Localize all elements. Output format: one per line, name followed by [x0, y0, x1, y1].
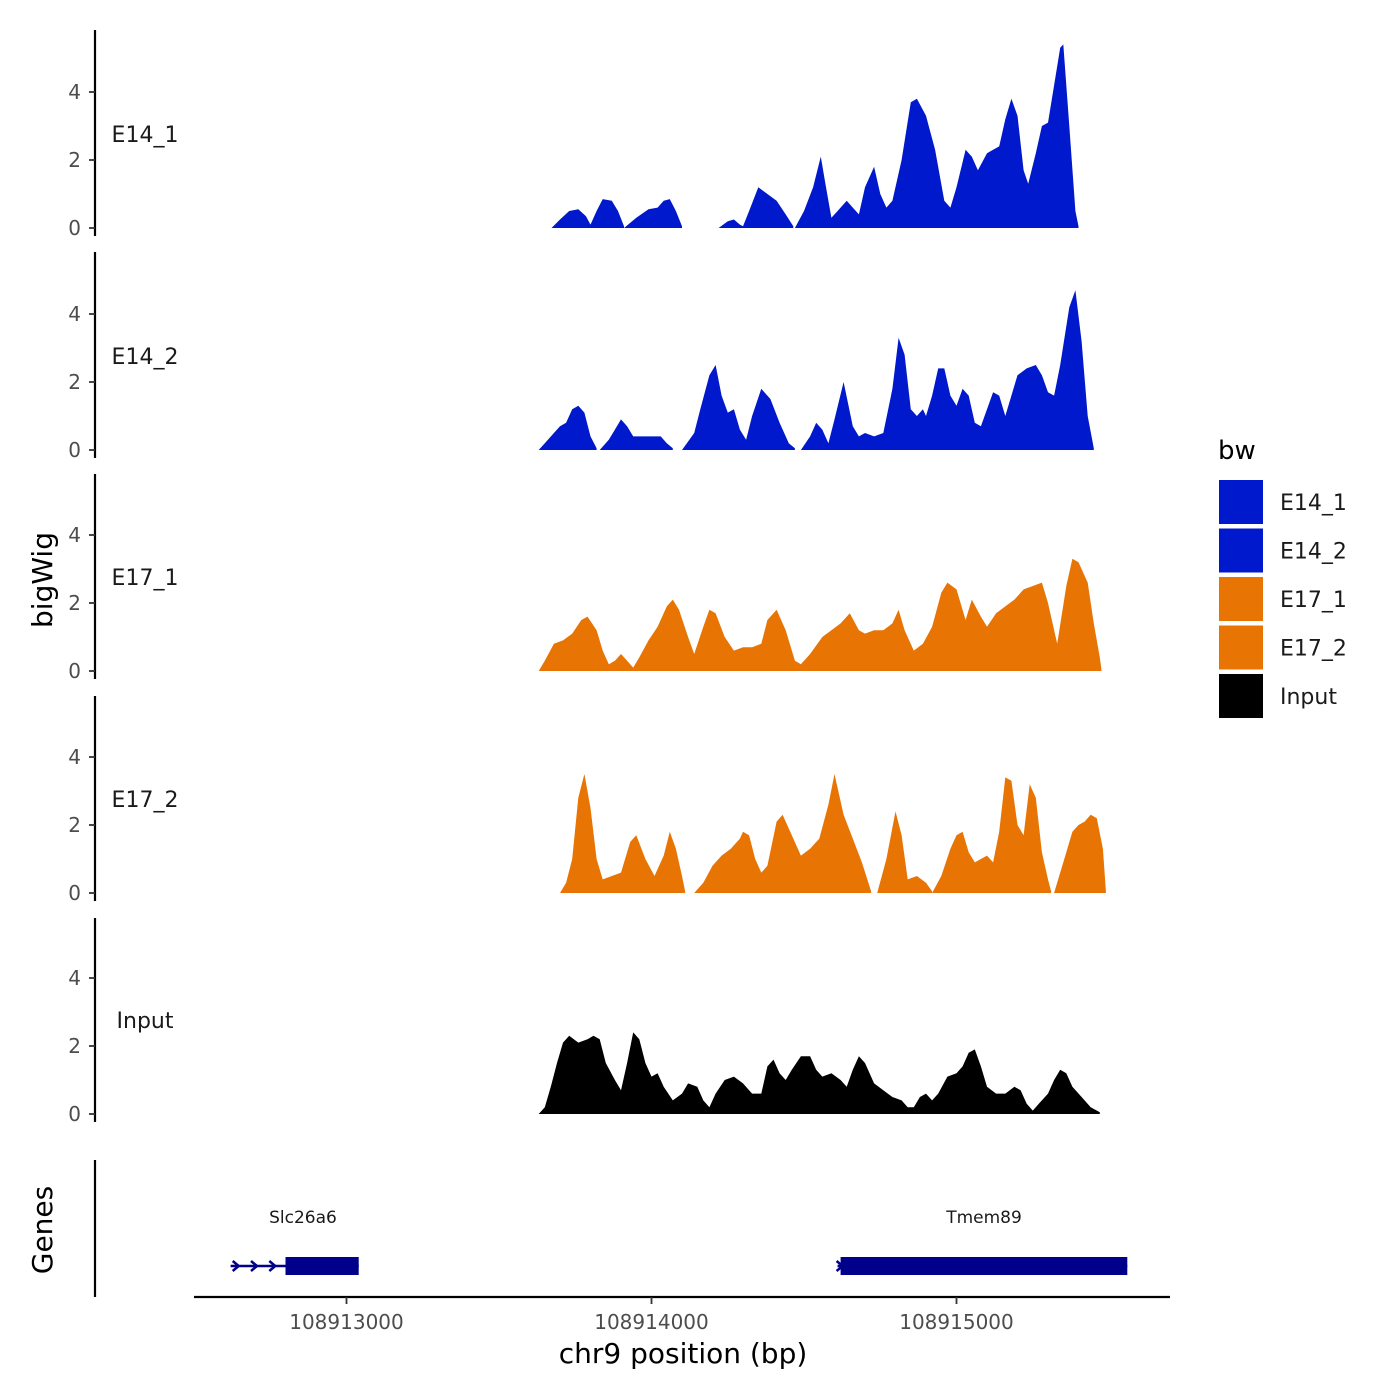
strand-arrow-icon — [250, 1260, 259, 1272]
coverage-area — [718, 187, 794, 228]
y-axis-title: bigWig — [26, 532, 59, 628]
y-tick-label: 2 — [68, 1034, 81, 1058]
track-label: Input — [117, 1009, 174, 1034]
genes-axis-title: Genes — [26, 1186, 59, 1274]
track-e17-1: 0 2 4 E17_1 — [68, 474, 1102, 683]
legend: bw E14_1 E14_2 E17_1 E17_2 Input — [1218, 436, 1347, 718]
x-axis-title: chr9 position (bp) — [559, 1337, 808, 1370]
legend-swatch — [1219, 577, 1263, 621]
track-label: E17_1 — [112, 566, 179, 591]
y-tick-label: 4 — [68, 80, 81, 104]
gene-tmem89: Tmem89 — [835, 1208, 1128, 1275]
coverage-area — [694, 774, 872, 893]
coverage-area — [538, 1032, 1100, 1114]
genes-group: Slc26a6 Tmem89 — [93, 1160, 1128, 1297]
legend-label: E14_1 — [1280, 491, 1347, 516]
track-input: 0 2 4 Input — [68, 918, 1100, 1126]
y-tick-label: 2 — [68, 370, 81, 394]
y-tick-label: 0 — [68, 216, 81, 240]
coverage-area — [877, 811, 933, 893]
coverage-area — [538, 558, 1102, 671]
legend-item: E17_1 — [1219, 577, 1347, 621]
tracks-group: 0 2 4 E14_1 0 2 4 E14_2 0 2 4 E17_1 0 2 4 E17_2 0 2 4 Input — [68, 30, 1106, 1126]
coverage-area — [624, 199, 682, 228]
legend-swatch — [1219, 674, 1263, 718]
legend-title: bw — [1218, 436, 1256, 466]
legend-item: E17_2 — [1219, 625, 1347, 670]
legend-swatch — [1219, 625, 1263, 670]
coverage-area — [551, 199, 624, 228]
legend-label: Input — [1280, 685, 1337, 710]
legend-label: E14_2 — [1280, 540, 1347, 565]
legend-item: E14_1 — [1219, 480, 1347, 524]
x-axis: 108913000 108914000 108915000 — [194, 1295, 1170, 1334]
y-tick-label: 2 — [68, 813, 81, 837]
gene-label: Tmem89 — [945, 1208, 1022, 1228]
legend-swatch — [1219, 528, 1263, 573]
legend-swatch — [1219, 480, 1263, 524]
y-tick-label: 4 — [68, 966, 81, 990]
track-e14-2: 0 2 4 E14_2 — [68, 252, 1094, 462]
coverage-area — [599, 419, 673, 450]
y-tick-label: 0 — [68, 1102, 81, 1126]
y-tick-label: 4 — [68, 745, 81, 769]
strand-arrow-icon — [835, 1260, 845, 1272]
coverage-area — [560, 774, 686, 893]
coverage-area — [794, 44, 1079, 229]
gene-label: Slc26a6 — [269, 1208, 337, 1228]
y-tick-label: 4 — [68, 302, 81, 326]
y-tick-label: 0 — [68, 438, 81, 462]
coverage-area — [538, 405, 597, 450]
coverage-area — [800, 290, 1094, 450]
track-e14-1: 0 2 4 E14_1 — [68, 30, 1079, 240]
y-tick-label: 0 — [68, 659, 81, 683]
legend-item: E14_2 — [1219, 528, 1347, 573]
x-tick-label: 108913000 — [289, 1310, 404, 1334]
legend-label: E17_2 — [1280, 637, 1347, 662]
gene-slc26a6: Slc26a6 — [230, 1208, 359, 1275]
gene-exon-block — [285, 1257, 359, 1275]
track-label: E14_2 — [112, 345, 179, 370]
x-tick-label: 108915000 — [899, 1310, 1014, 1334]
coverage-area — [932, 777, 1052, 893]
y-tick-label: 2 — [68, 591, 81, 615]
x-tick-label: 108914000 — [594, 1310, 709, 1334]
track-label: E14_1 — [112, 123, 179, 148]
track-e17-2: 0 2 4 E17_2 — [68, 696, 1106, 905]
coverage-area — [1054, 814, 1106, 893]
strand-arrow-icon — [231, 1260, 241, 1272]
y-tick-label: 0 — [68, 881, 81, 905]
y-tick-label: 2 — [68, 148, 81, 172]
track-label: E17_2 — [112, 788, 179, 813]
legend-label: E17_1 — [1280, 588, 1347, 613]
gene-exon-block — [840, 1257, 1128, 1275]
y-tick-label: 4 — [68, 523, 81, 547]
strand-arrow-icon — [268, 1260, 278, 1272]
coverage-area — [682, 365, 795, 450]
legend-item: Input — [1219, 674, 1337, 718]
